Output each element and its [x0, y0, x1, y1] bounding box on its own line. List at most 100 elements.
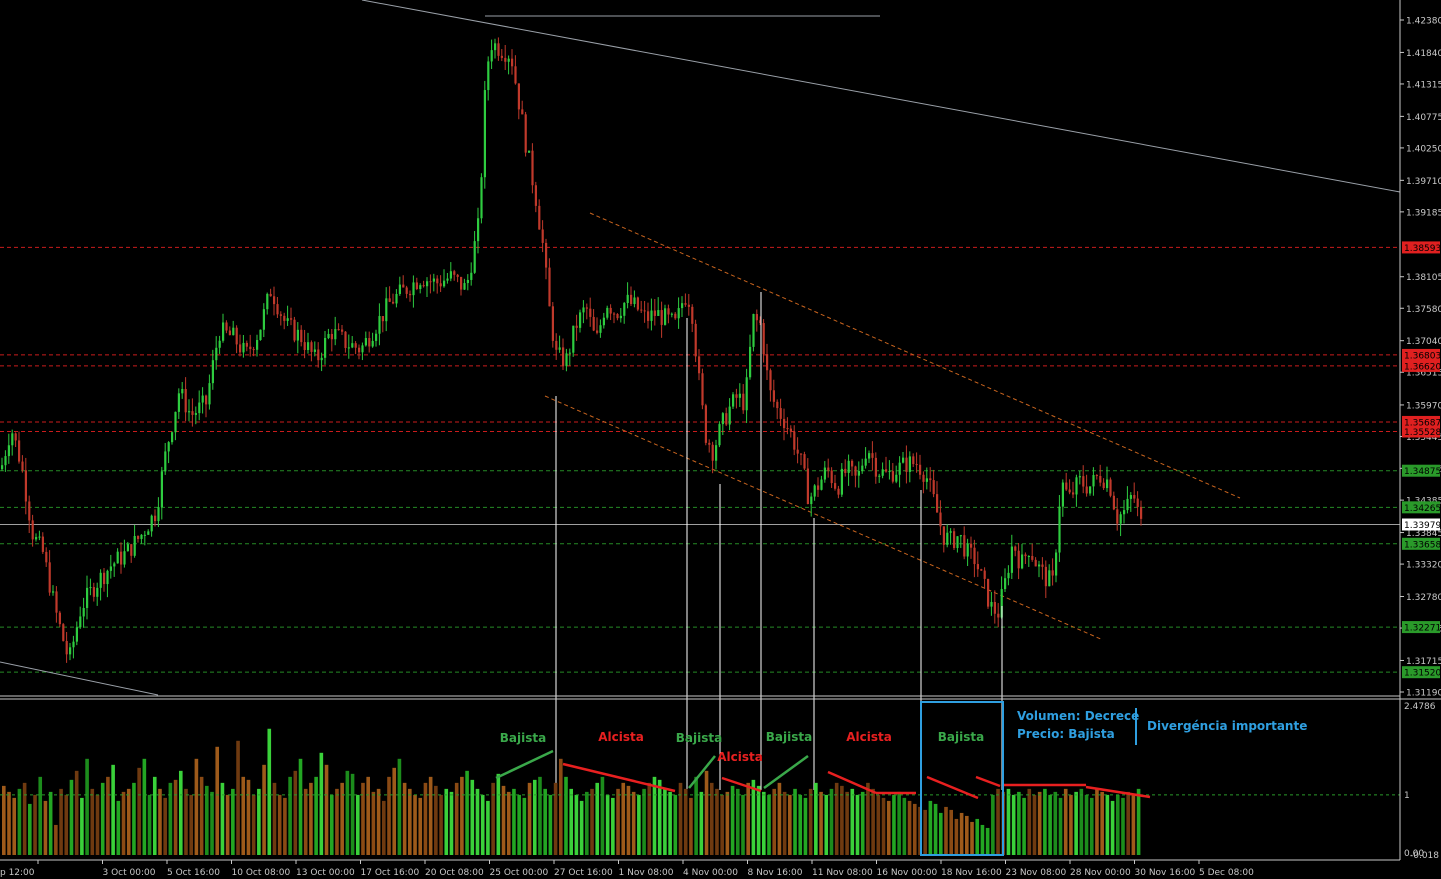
candle-body — [126, 544, 129, 552]
volume-bar — [840, 785, 844, 855]
volume-bar — [173, 779, 178, 855]
candle-body — [1106, 479, 1109, 489]
volume-bar — [798, 794, 803, 855]
candle-body — [670, 313, 673, 315]
candle-body — [949, 531, 952, 533]
volume-bar — [819, 791, 823, 855]
price-tick-label: 1.39185 — [1406, 208, 1441, 218]
time-tick-label: 28 Nov 00:00 — [1070, 868, 1131, 878]
volume-bar — [324, 764, 329, 855]
volume-bar — [152, 776, 157, 855]
volume-bar — [194, 758, 199, 855]
volume-bar — [616, 788, 620, 855]
candle-body — [490, 50, 493, 62]
candle-body — [874, 457, 877, 477]
candle-body — [728, 406, 731, 425]
price-level-value: 1.31520 — [1404, 669, 1441, 679]
candle-body — [582, 307, 585, 313]
volume-bar — [100, 782, 105, 855]
time-tick-label: 16 Nov 00:00 — [877, 868, 938, 878]
candle-body — [222, 322, 225, 341]
volume-bar — [944, 806, 948, 855]
candle-body — [28, 501, 31, 521]
candle-body — [48, 562, 51, 593]
volume-bar — [527, 782, 532, 855]
candle-body — [609, 307, 612, 314]
candle-body — [653, 310, 656, 316]
candle-body — [171, 432, 174, 443]
candle-body — [830, 470, 833, 484]
volume-bar — [444, 788, 449, 855]
candle-body — [769, 370, 772, 391]
candle-body — [269, 293, 272, 297]
candle-body — [562, 347, 565, 367]
candle-body — [1010, 546, 1013, 573]
volume-bar — [262, 764, 266, 855]
candle-body — [976, 564, 979, 570]
volume-bar — [730, 785, 735, 855]
volume-bar — [257, 788, 261, 855]
candle-body — [310, 342, 313, 352]
volume-bar — [319, 752, 324, 855]
volume-bar — [959, 812, 964, 855]
candle-body — [477, 218, 480, 242]
candle-body — [1041, 564, 1044, 567]
volume-bar — [371, 791, 376, 855]
candle-body — [470, 272, 473, 280]
volume-bar — [782, 791, 787, 855]
candle-body — [45, 551, 48, 563]
volume-bar — [491, 782, 495, 855]
highlight-box — [920, 701, 1004, 856]
candle-body — [463, 283, 466, 290]
volume-bar — [564, 776, 568, 855]
candle-body — [164, 451, 167, 472]
volume-bar — [834, 782, 839, 855]
candle-body — [980, 569, 983, 571]
candle-body — [657, 310, 660, 316]
volume-bar — [949, 809, 954, 855]
candle-body — [1140, 506, 1143, 519]
volume-bar — [303, 788, 308, 855]
candle-body — [361, 345, 364, 353]
candle-body — [987, 578, 990, 607]
candle-body — [847, 460, 850, 473]
candle-body — [514, 66, 517, 84]
candle-body — [779, 408, 782, 419]
candle-body — [201, 395, 204, 403]
trendlines — [0, 0, 1401, 696]
volume-bar — [579, 800, 584, 855]
candle-body — [912, 456, 915, 465]
volume-bar — [434, 785, 438, 855]
candle-body — [626, 294, 629, 303]
candle-body — [1123, 510, 1126, 515]
candle-body — [749, 346, 752, 378]
candle-body — [528, 150, 531, 153]
candle-body — [942, 526, 945, 545]
volume-bar — [465, 770, 469, 855]
volume-bar — [574, 794, 579, 855]
volume-bar — [439, 794, 443, 855]
candle-body — [184, 389, 187, 413]
candle-body — [783, 418, 786, 429]
price-tick-label: 1.41840 — [1406, 49, 1441, 59]
candle-body — [460, 276, 463, 290]
volume-trend-mark — [562, 762, 676, 793]
volume-bar — [918, 806, 922, 855]
candle-body — [198, 402, 201, 414]
volume-bar — [709, 782, 714, 855]
candle-body — [800, 453, 803, 455]
volume-bar — [361, 782, 365, 855]
time-axis-ticks: p 12:00 3 Oct 00:00 5 Oct 16:00 10 Oct 08:0… — [0, 860, 1254, 878]
volume-bar — [1136, 788, 1141, 855]
candle-body — [313, 349, 316, 352]
volume-bar — [751, 779, 756, 855]
time-tick-label: 23 Nov 08:00 — [1006, 868, 1067, 878]
candle-body — [932, 480, 935, 495]
candle-body — [762, 323, 765, 355]
candle-body — [558, 347, 561, 350]
candle-body — [939, 512, 942, 527]
price-tick-label: 1.35445 — [1406, 433, 1441, 443]
candle-body — [521, 109, 524, 115]
candle-body — [252, 349, 255, 351]
